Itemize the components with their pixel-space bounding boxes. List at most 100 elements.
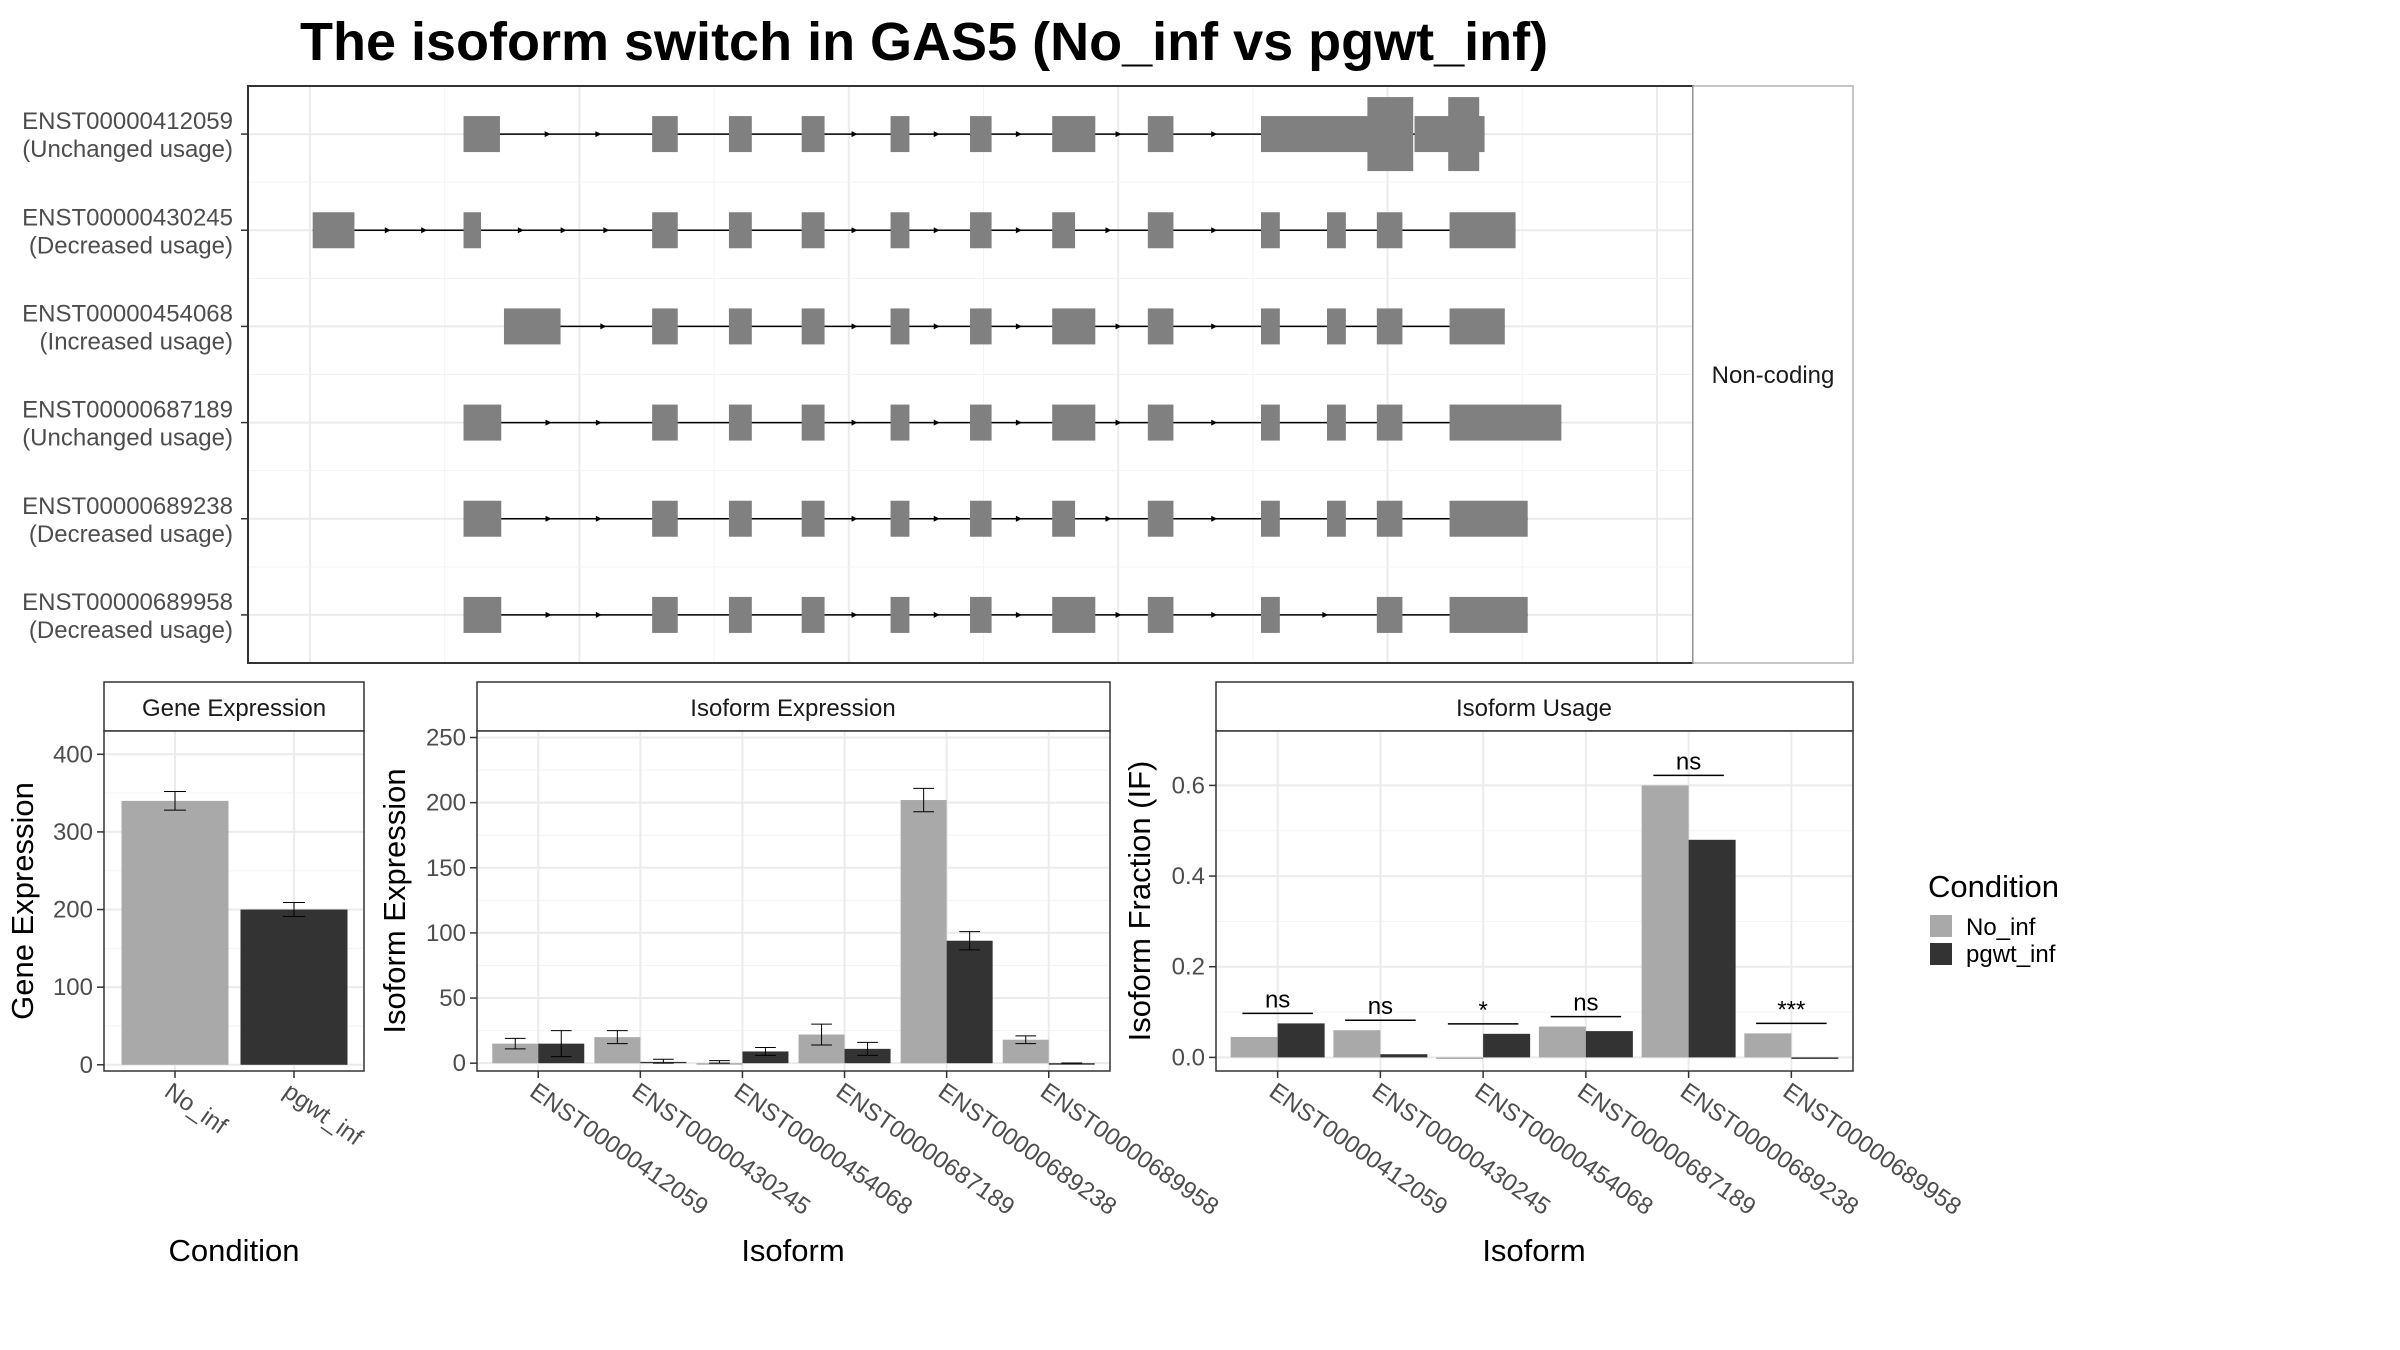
intron-arrow (851, 323, 858, 330)
exon (728, 116, 752, 153)
intron-arrow (933, 611, 940, 618)
exon (1147, 404, 1174, 441)
intron-arrow (600, 323, 607, 330)
exon (463, 116, 500, 153)
significance-label: ns (1676, 748, 1701, 775)
intron-arrow (851, 131, 858, 138)
intron-arrow (1211, 323, 1218, 330)
transcript-usage-label: (Increased usage) (40, 328, 233, 355)
exon (1260, 116, 1377, 153)
intron-arrow (1015, 131, 1022, 138)
significance-label: ns (1265, 986, 1290, 1013)
intron-arrow (1015, 227, 1022, 234)
exon (463, 596, 502, 633)
intron-arrow (595, 419, 602, 426)
bar (844, 1048, 891, 1064)
bar (1744, 1033, 1792, 1058)
intron-arrow (933, 323, 940, 330)
condition-legend: Condition No_inf pgwt_inf (1928, 869, 2059, 968)
transcript-track (463, 404, 1562, 441)
intron-arrow (421, 227, 428, 234)
x-tick-label: ENST00000687189 (1572, 1078, 1760, 1221)
intron-arrow (1211, 131, 1218, 138)
intron-arrow (544, 131, 551, 138)
transcript-track (463, 596, 1528, 633)
exon (463, 212, 482, 249)
exon (890, 308, 910, 345)
intron-arrow (545, 515, 552, 522)
isoform-expression-panel: Isoform Expression 0 50 100 150 200 250 ENST00… (377, 681, 1224, 1268)
intron-arrow (933, 131, 940, 138)
intron-arrow (1015, 515, 1022, 522)
x-tick-label: ENST00000412059 (1264, 1078, 1452, 1221)
exon (1326, 212, 1346, 249)
exon (1260, 404, 1280, 441)
gene-expression-ylabel: Gene Expression (5, 782, 40, 1020)
exon (890, 212, 910, 249)
y-tick-label: 250 (426, 725, 466, 752)
exon (970, 308, 992, 345)
transcript-usage-label: (Unchanged usage) (22, 425, 233, 452)
bar (240, 909, 348, 1065)
x-tick-label: ENST00000412059 (525, 1078, 713, 1221)
significance-label: ns (1573, 990, 1598, 1017)
gene-expression-xlabel: Condition (169, 1233, 300, 1268)
exon (970, 596, 992, 633)
exon (1052, 116, 1096, 153)
x-tick-label: ENST00000687189 (831, 1078, 1019, 1221)
exon (1147, 116, 1174, 153)
x-tick-label: ENST00000689238 (1675, 1078, 1863, 1221)
exon (1147, 212, 1174, 249)
exon (728, 404, 752, 441)
intron-arrow (1105, 227, 1112, 234)
exon (1052, 308, 1096, 345)
bar (946, 940, 993, 1064)
y-tick-label: 0 (453, 1050, 466, 1077)
x-tick-label: ENST00000430245 (627, 1078, 815, 1221)
exon (463, 404, 502, 441)
bar (742, 1051, 789, 1064)
exon (890, 596, 910, 633)
y-tick-label: 0.2 (1172, 954, 1205, 981)
transcript-usage-label: (Unchanged usage) (22, 136, 233, 163)
figure-title: The isoform switch in GAS5 (No_inf vs pg… (300, 12, 1548, 72)
exon (652, 116, 678, 153)
exon (1052, 212, 1076, 249)
intron-arrow (1211, 419, 1218, 426)
transcript-id-label: ENST00000430245 (22, 204, 233, 231)
exon (1147, 500, 1174, 537)
bar (1048, 1063, 1095, 1065)
x-tick-label: ENST00000454068 (729, 1078, 917, 1221)
exon (728, 212, 752, 249)
x-tick-label: ENST00000689958 (1035, 1078, 1223, 1221)
isoform-expression-strip (476, 681, 1111, 732)
exon (1376, 500, 1403, 537)
bar (1333, 1030, 1381, 1058)
isoform-expression-ylabel: Isoform Expression (377, 768, 412, 1033)
transcript-id-label: ENST00000687189 (22, 397, 233, 424)
exon (1052, 596, 1096, 633)
legend-label-pgwt-inf: pgwt_inf (1966, 941, 2056, 968)
intron-arrow (851, 227, 858, 234)
y-tick-label: 0 (80, 1052, 93, 1079)
transcript-id-label: ENST00000412059 (22, 108, 233, 135)
exon (1260, 308, 1280, 345)
transcript-track (463, 500, 1528, 537)
transcript-track (463, 97, 1485, 172)
intron-arrow (933, 227, 940, 234)
exon (1260, 596, 1280, 633)
intron-arrow (1015, 419, 1022, 426)
isoform-expression-border (476, 730, 1111, 1072)
exon (801, 212, 825, 249)
intron-arrow (603, 227, 610, 234)
intron-arrow (545, 419, 552, 426)
gene-expression-border (103, 730, 365, 1072)
exon (652, 308, 678, 345)
exon (503, 308, 561, 345)
intron-arrow (933, 515, 940, 522)
bar (696, 1063, 743, 1065)
exon (1260, 500, 1280, 537)
intron-arrow (1115, 611, 1122, 618)
intron-arrow (933, 419, 940, 426)
